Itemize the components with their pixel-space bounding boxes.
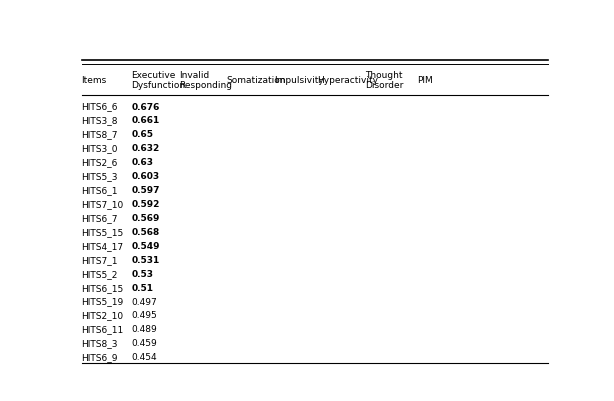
Text: PIM: PIM [417, 76, 433, 85]
Text: 0.65: 0.65 [131, 130, 154, 139]
Text: HITS3_0: HITS3_0 [82, 144, 118, 153]
Text: HITS2_10: HITS2_10 [82, 311, 123, 320]
Text: 0.459: 0.459 [131, 338, 157, 348]
Text: HITS5_19: HITS5_19 [82, 297, 124, 306]
Text: HITS7_10: HITS7_10 [82, 200, 124, 209]
Text: 0.53: 0.53 [131, 269, 154, 278]
Text: Items: Items [82, 76, 107, 85]
Text: 0.495: 0.495 [131, 311, 157, 320]
Text: HITS2_6: HITS2_6 [82, 158, 118, 167]
Text: Executive
Dysfunction: Executive Dysfunction [131, 71, 185, 90]
Text: 0.454: 0.454 [131, 352, 157, 361]
Text: 0.603: 0.603 [131, 172, 160, 181]
Text: 0.568: 0.568 [131, 227, 160, 236]
Text: HITS8_3: HITS8_3 [82, 338, 118, 348]
Text: HITS5_2: HITS5_2 [82, 269, 118, 278]
Text: HITS5_3: HITS5_3 [82, 172, 118, 181]
Text: HITS4_17: HITS4_17 [82, 241, 123, 250]
Text: 0.661: 0.661 [131, 116, 160, 125]
Text: 0.497: 0.497 [131, 297, 157, 306]
Text: Somatization: Somatization [227, 76, 286, 85]
Text: HITS5_15: HITS5_15 [82, 227, 124, 236]
Text: HITS6_15: HITS6_15 [82, 283, 124, 292]
Text: 0.569: 0.569 [131, 213, 160, 223]
Text: 0.531: 0.531 [131, 255, 160, 264]
Text: HITS3_8: HITS3_8 [82, 116, 118, 125]
Text: HITS6_6: HITS6_6 [82, 102, 118, 111]
Text: HITS6_11: HITS6_11 [82, 325, 124, 334]
Text: HITS6_1: HITS6_1 [82, 186, 118, 194]
Text: 0.676: 0.676 [131, 102, 160, 111]
Text: 0.632: 0.632 [131, 144, 160, 153]
Text: Impulsivity: Impulsivity [274, 76, 324, 85]
Text: Thought
Disorder: Thought Disorder [365, 71, 403, 90]
Text: Invalid
Responding: Invalid Responding [179, 71, 232, 90]
Text: 0.592: 0.592 [131, 200, 160, 209]
Text: 0.63: 0.63 [131, 158, 154, 167]
Text: 0.51: 0.51 [131, 283, 154, 292]
Text: HITS6_9: HITS6_9 [82, 352, 118, 361]
Text: 0.549: 0.549 [131, 241, 160, 250]
Text: HITS6_7: HITS6_7 [82, 213, 118, 223]
Text: Hyperactivity: Hyperactivity [317, 76, 378, 85]
Text: 0.489: 0.489 [131, 325, 157, 334]
Text: HITS8_7: HITS8_7 [82, 130, 118, 139]
Text: HITS7_1: HITS7_1 [82, 255, 118, 264]
Text: 0.597: 0.597 [131, 186, 160, 194]
